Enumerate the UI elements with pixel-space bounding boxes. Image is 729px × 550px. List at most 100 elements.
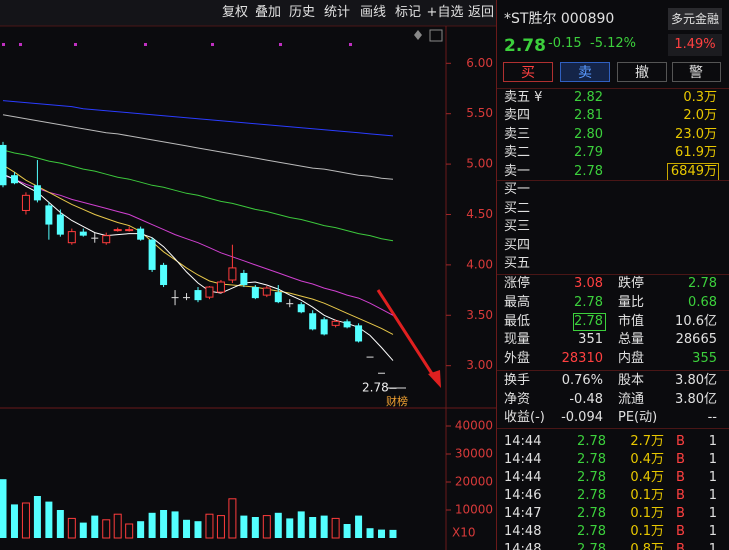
volume-bar <box>240 515 248 538</box>
candle-body <box>91 237 99 239</box>
trade-count: 1 <box>708 488 717 503</box>
toolbar-button[interactable]: 复权 <box>221 5 249 20</box>
y-tick-label: 4.00 <box>466 257 493 271</box>
candle-body <box>10 175 18 184</box>
action-button[interactable]: 卖 <box>578 65 592 81</box>
moving-average <box>2 164 394 335</box>
ask-label: 卖二 <box>504 145 531 161</box>
toolbar-button[interactable]: 标记 <box>394 5 422 20</box>
trade-price: 2.78 <box>577 470 606 485</box>
sector-tag[interactable]: 多元金融 <box>670 12 720 26</box>
trade-volume: 0.1万 <box>630 506 664 521</box>
candle-body <box>33 185 41 201</box>
buy-button-frame[interactable] <box>503 62 553 82</box>
action-button[interactable]: 警 <box>689 65 703 81</box>
toolbar-button[interactable]: 叠加 <box>254 5 282 20</box>
candle-body <box>297 304 305 313</box>
badge: 财榜 <box>386 394 408 408</box>
volume-bar <box>389 529 397 538</box>
candle-body <box>389 387 397 389</box>
candle-body <box>378 372 386 374</box>
arrow <box>376 289 438 381</box>
candle-body <box>171 297 179 299</box>
ask-price: 2.81 <box>574 108 603 124</box>
candle-body <box>67 231 76 244</box>
stat-value: 2.78 <box>574 294 603 310</box>
trade-price: 2.78 <box>577 488 606 503</box>
sector-box[interactable] <box>668 8 722 30</box>
volume-bar <box>10 504 18 538</box>
volume-bar <box>0 479 7 538</box>
volume-bar <box>91 515 99 538</box>
volume-bar <box>148 512 156 538</box>
volume-bar <box>56 510 64 538</box>
action-button[interactable]: 撤 <box>635 65 649 81</box>
bid-label: 买四 <box>504 237 531 253</box>
divider <box>497 88 729 89</box>
toolbar-button[interactable]: 统计 <box>323 5 351 20</box>
candle-body <box>216 281 225 293</box>
cancel-button-frame[interactable] <box>617 62 667 82</box>
stat-value: 28665 <box>675 332 717 348</box>
candle-body <box>160 264 168 286</box>
trade-side: B <box>676 542 685 550</box>
stat-value: 0.68 <box>688 294 717 310</box>
toolbar-button[interactable]: 返回 <box>467 5 495 20</box>
volume-bar <box>251 517 259 538</box>
ask-volume: 2.0万 <box>683 108 717 124</box>
trade-volume: 0.1万 <box>630 524 664 539</box>
stat-label: 净资 <box>504 391 531 407</box>
trade-volume: 2.7万 <box>630 434 664 449</box>
trade-volume: 0.4万 <box>630 452 664 467</box>
ratio: 1.49% <box>674 37 716 52</box>
sell-button-frame[interactable] <box>560 62 610 82</box>
candle-body <box>21 194 30 211</box>
ask-price: 2.82 <box>574 90 603 105</box>
candle-body <box>343 321 351 328</box>
volume-bar <box>125 523 134 539</box>
stat-value: 10.6亿 <box>675 313 717 329</box>
stat-value: -0.48 <box>569 391 603 407</box>
toolbar-button[interactable]: 历史 <box>288 5 316 20</box>
volume-bar <box>216 515 225 539</box>
stat-label: 量比 <box>618 294 645 310</box>
candle-body <box>274 292 282 303</box>
trade-time: 14:44 <box>504 452 542 467</box>
volume-bar <box>366 528 374 538</box>
trade-count: 1 <box>708 506 717 521</box>
moving-average <box>2 173 394 361</box>
alert-button-frame[interactable] <box>672 62 721 82</box>
toolbar-button[interactable]: 画线 <box>359 5 387 20</box>
candle-body <box>331 320 340 326</box>
toolbar-bg <box>0 0 497 26</box>
ask-label: 卖四 <box>504 108 531 124</box>
stat-label: 最高 <box>504 294 531 310</box>
candle-body <box>0 144 7 186</box>
stat-label: 外盘 <box>504 351 531 367</box>
y-tick-label: 3.50 <box>466 308 493 322</box>
stat-value: 28310 <box>561 351 603 367</box>
volume-bar <box>228 498 237 539</box>
bid-label: 买五 <box>504 256 531 271</box>
stat-label: 市值 <box>618 313 645 329</box>
diamond-icon[interactable] <box>414 30 422 40</box>
volume-bar <box>33 496 41 538</box>
stat-label: 跌停 <box>618 276 645 291</box>
action-button[interactable]: 买 <box>521 65 535 81</box>
volume-bar <box>137 521 145 538</box>
moving-average <box>2 174 394 316</box>
volume-bar <box>331 517 340 539</box>
trade-count: 1 <box>708 434 717 449</box>
trade-time: 14:48 <box>504 524 542 539</box>
trade-count: 1 <box>708 524 717 539</box>
toolbar-button[interactable]: +自选 <box>426 5 464 20</box>
moving-average <box>2 114 394 180</box>
trade-volume: 0.4万 <box>630 470 664 485</box>
window-icon[interactable] <box>429 29 443 42</box>
y-tick-label: 4.50 <box>466 207 493 221</box>
stat-value: -0.094 <box>561 410 603 425</box>
y-tick-label: 30000 <box>455 447 493 461</box>
ask-label: 卖三 <box>504 126 531 142</box>
volume-bar <box>355 515 363 538</box>
